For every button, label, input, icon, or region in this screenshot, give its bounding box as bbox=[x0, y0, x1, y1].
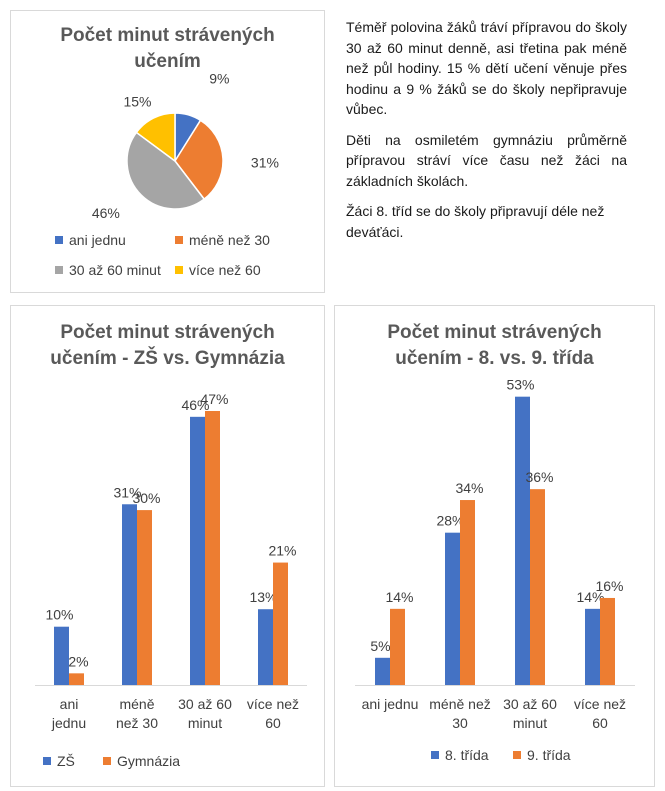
bar-zs-vice-nez-60 bbox=[258, 609, 273, 685]
data-label-zs-30-az-60-minut: 46% bbox=[181, 397, 209, 413]
summary-paragraph-3: Žáci 8. tříd se do školy připravují déle… bbox=[346, 203, 605, 240]
pie-chart-panel: Počet minut strávených učením 9% 31% 46% 15… bbox=[10, 10, 325, 293]
data-label-9-trida-ani-jednu: 14% bbox=[385, 589, 413, 605]
pie-chart-title: Počet minut strávených učením bbox=[11, 23, 324, 75]
pie-legend-item-30-az-60-minut: 30 až 60 minut bbox=[55, 262, 161, 278]
bar-gymnazia-mene-nez-30 bbox=[137, 510, 152, 685]
data-label-9-trida-30-az-60-minut: 36% bbox=[525, 469, 553, 485]
bar-zs-30-az-60-minut bbox=[190, 416, 205, 685]
bar-chart-school-type-title-line-1: Počet minut strávených bbox=[60, 322, 275, 343]
x-tick-label-vice-nez-60: více než 60 bbox=[247, 696, 299, 731]
bar-gymnazia-ani-jednu bbox=[69, 673, 84, 685]
bar-8-trida-mene-nez-30 bbox=[445, 532, 460, 685]
x-tick-label-30-az-60-minut: 30 až 60 minut bbox=[503, 696, 557, 731]
data-label-8-trida-mene-nez-30: 28% bbox=[436, 513, 464, 529]
bar-9-trida-30-az-60-minut bbox=[530, 489, 545, 685]
data-label-8-trida-30-az-60-minut: 53% bbox=[506, 377, 534, 393]
data-label-8-trida-ani-jednu: 5% bbox=[370, 638, 390, 654]
x-tick-label-30-az-60-minut: 30 až 60 minut bbox=[178, 696, 232, 731]
x-tick-label-mene-nez-30: méně než 30 bbox=[429, 696, 490, 731]
legend-swatch bbox=[431, 751, 439, 760]
data-label-gymnazia-vice-nez-60: 21% bbox=[268, 543, 296, 559]
bar-chart-grade-panel: Počet minut strávených učením - 8. vs. 9… bbox=[334, 305, 655, 787]
bar-9-trida-vice-nez-60 bbox=[600, 597, 615, 685]
bar-gymnazia-vice-nez-60 bbox=[273, 562, 288, 685]
data-label-gymnazia-30-az-60-minut: 47% bbox=[200, 391, 228, 407]
bar-chart-school-type-title: Počet minut strávených učením - ZŠ vs. G… bbox=[11, 320, 324, 372]
data-label-zs-mene-nez-30: 31% bbox=[113, 484, 141, 500]
pie-chart-title-line-1: Počet minut strávených bbox=[60, 25, 275, 46]
legend-swatch bbox=[43, 757, 51, 766]
legend-swatch bbox=[175, 266, 183, 275]
bar-chart-grade-title-line-1: Počet minut strávených bbox=[387, 322, 602, 343]
legend-label: Gymnázia bbox=[117, 753, 181, 769]
data-label-gymnazia-ani-jednu: 2% bbox=[68, 653, 88, 669]
pie-slice-mene-nez-30 bbox=[174, 119, 224, 201]
legend-item-9-trida: 9. třída bbox=[513, 747, 571, 763]
bar-chart-grade-title-line-2: učením - 8. vs. 9. třída bbox=[395, 348, 594, 369]
legend-swatch bbox=[55, 266, 63, 275]
pie-legend-item-ani-jednu: ani jednu bbox=[55, 232, 126, 248]
legend-swatch bbox=[55, 236, 63, 245]
x-tick-label-ani-jednu: ani jednu bbox=[362, 696, 419, 712]
pie-label-mene-nez-30: 31% bbox=[251, 155, 279, 171]
pie-label-30-az-60-minut: 46% bbox=[92, 205, 120, 221]
bar-8-trida-ani-jednu bbox=[375, 657, 390, 685]
pie-chart-title-line-2: učením bbox=[134, 51, 201, 72]
x-tick-label-vice-nez-60: více než 60 bbox=[574, 696, 626, 731]
summary-paragraph-2: Děti na osmiletém gymnáziu průměrně příp… bbox=[346, 131, 627, 189]
legend-swatch bbox=[103, 757, 111, 766]
data-label-zs-vice-nez-60: 13% bbox=[249, 589, 277, 605]
bar-9-trida-mene-nez-30 bbox=[460, 500, 475, 685]
summary-text: Téměř polovina žáků tráví přípravou do š… bbox=[346, 17, 627, 252]
bar-chart-school-type: 10% 2% ani jednu 31%30% méně než 30 46%47% 30 až… bbox=[35, 391, 307, 731]
bar-chart-school-type-title-line-2: učením - ZŠ vs. Gymnázia bbox=[50, 348, 285, 369]
summary-paragraph-1: Téměř polovina žáků tráví přípravou do š… bbox=[346, 19, 627, 117]
legend-swatch bbox=[513, 751, 521, 760]
legend-item-zs: ZŠ bbox=[43, 753, 75, 769]
legend-label: 9. třída bbox=[527, 747, 571, 763]
data-label-zs-ani-jednu: 10% bbox=[45, 607, 73, 623]
pie-slice-30-az-60-minut bbox=[126, 131, 206, 210]
pie-chart: 9% 31% 46% 15% bbox=[92, 71, 279, 221]
data-label-9-trida-vice-nez-60: 16% bbox=[595, 578, 623, 594]
x-tick-label-mene-nez-30: méně než 30 bbox=[116, 696, 158, 731]
pie-legend-item-mene-nez-30: méně než 30 bbox=[175, 232, 270, 248]
bar-zs-ani-jednu bbox=[54, 626, 69, 685]
legend-label: ZŠ bbox=[57, 753, 75, 769]
pie-legend-item-vice-nez-60: více než 60 bbox=[175, 262, 261, 278]
legend-item-8-trida: 8. třída bbox=[431, 747, 489, 763]
bar-chart-grade-title: Počet minut strávených učením - 8. vs. 9… bbox=[335, 320, 654, 372]
data-label-9-trida-mene-nez-30: 34% bbox=[455, 480, 483, 496]
bar-9-trida-ani-jednu bbox=[390, 608, 405, 685]
legend-label: více než 60 bbox=[189, 262, 261, 278]
legend-item-gymnazia: Gymnázia bbox=[103, 753, 180, 769]
legend-label: ani jednu bbox=[69, 232, 126, 248]
data-label-gymnazia-mene-nez-30: 30% bbox=[132, 490, 160, 506]
pie-label-vice-nez-60: 15% bbox=[123, 93, 151, 109]
legend-label: méně než 30 bbox=[189, 232, 270, 248]
data-label-8-trida-vice-nez-60: 14% bbox=[576, 589, 604, 605]
legend-label: 30 až 60 minut bbox=[69, 262, 161, 278]
legend-swatch bbox=[175, 236, 183, 245]
legend-label: 8. třída bbox=[445, 747, 489, 763]
pie-slice-vice-nez-60 bbox=[135, 112, 176, 163]
bar-zs-mene-nez-30 bbox=[122, 504, 137, 685]
x-tick-label-ani-jednu: ani jednu bbox=[51, 696, 86, 731]
pie-label-ani-jednu: 9% bbox=[209, 71, 229, 87]
bar-chart-grade: 5% 14% ani jednu 28% 34% méně než 30 53% 36% 30 a… bbox=[355, 377, 635, 731]
bar-chart-school-type-panel: Počet minut strávených učením - ZŠ vs. G… bbox=[10, 305, 325, 787]
bar-8-trida-vice-nez-60 bbox=[585, 608, 600, 685]
bar-gymnazia-30-az-60-minut bbox=[205, 410, 220, 685]
bar-8-trida-30-az-60-minut bbox=[515, 396, 530, 685]
